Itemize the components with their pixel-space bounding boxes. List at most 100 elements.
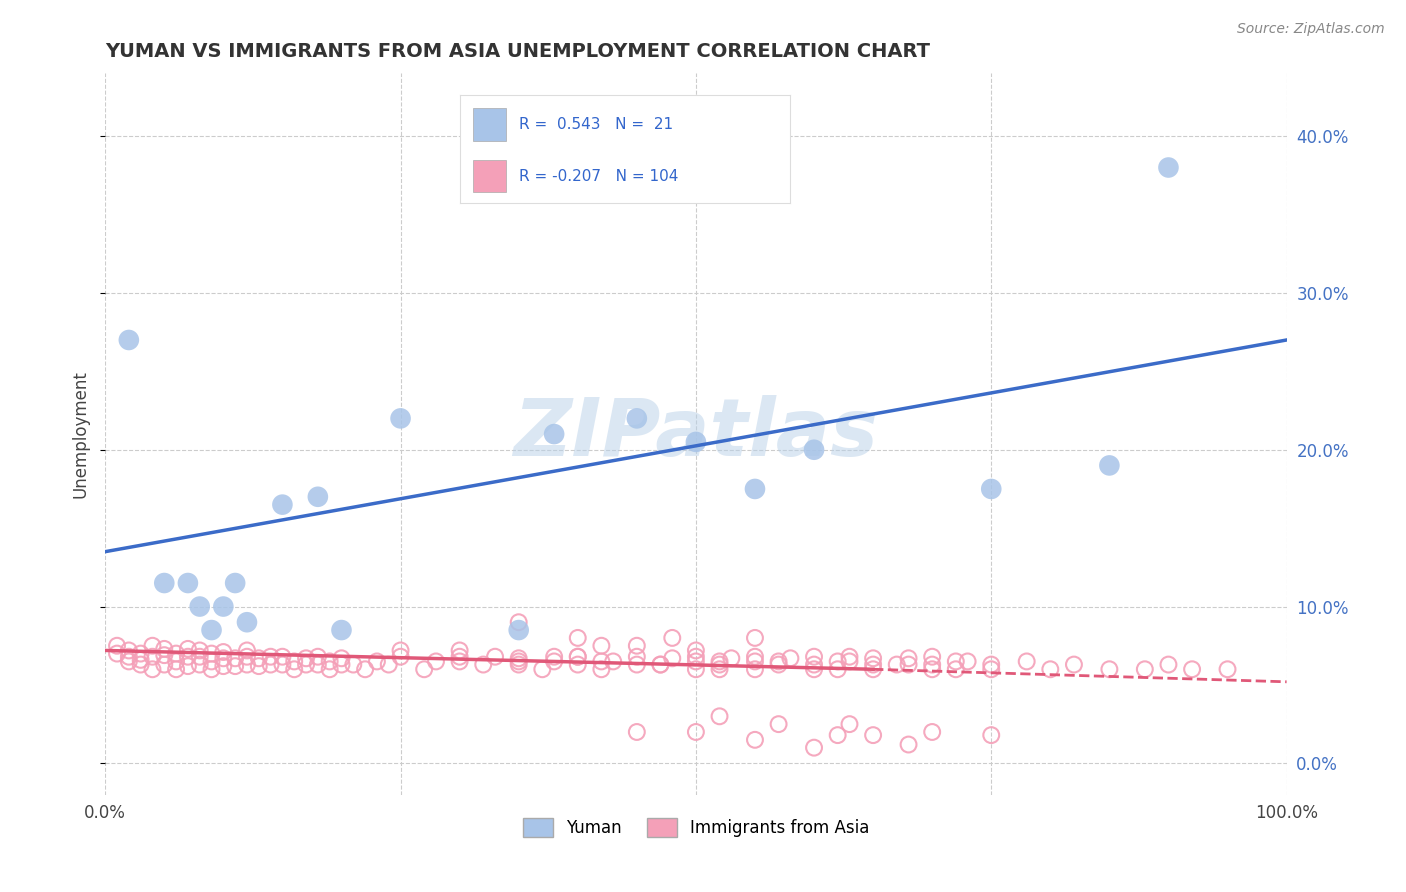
Point <box>650 657 672 672</box>
Point <box>165 647 187 661</box>
Point <box>1063 657 1085 672</box>
Point <box>921 657 943 672</box>
Point <box>283 655 305 669</box>
Point <box>212 645 235 659</box>
Point <box>271 498 294 512</box>
Point <box>283 662 305 676</box>
Point <box>661 631 683 645</box>
Point <box>449 655 471 669</box>
Point <box>377 657 399 672</box>
Point <box>200 655 222 669</box>
Point <box>330 623 353 637</box>
Point <box>744 482 766 496</box>
Point <box>508 655 530 669</box>
Point <box>591 655 613 669</box>
Point <box>188 599 211 614</box>
Point <box>200 623 222 637</box>
Point <box>153 641 176 656</box>
Point <box>685 649 707 664</box>
Point <box>685 662 707 676</box>
Point <box>259 657 281 672</box>
Point <box>330 657 353 672</box>
Point <box>389 649 412 664</box>
Point <box>543 649 565 664</box>
Point <box>980 482 1002 496</box>
Text: ZIPatlas: ZIPatlas <box>513 395 879 473</box>
Point <box>247 651 270 665</box>
Point <box>803 657 825 672</box>
Point <box>827 662 849 676</box>
Point <box>153 576 176 591</box>
Point <box>543 655 565 669</box>
Point <box>342 657 364 672</box>
Point <box>200 662 222 676</box>
Point <box>1098 662 1121 676</box>
Point <box>980 662 1002 676</box>
Point <box>661 651 683 665</box>
Point <box>472 657 495 672</box>
Point <box>307 657 329 672</box>
Point <box>224 576 246 591</box>
Point <box>803 649 825 664</box>
Point <box>141 662 163 676</box>
Point <box>709 655 731 669</box>
Point <box>118 643 141 657</box>
Point <box>177 649 200 664</box>
Point <box>177 641 200 656</box>
Point <box>224 651 246 665</box>
Point <box>118 655 141 669</box>
Point <box>212 651 235 665</box>
Point <box>141 649 163 664</box>
Point <box>838 717 860 731</box>
Point <box>449 649 471 664</box>
Point <box>768 655 790 669</box>
Point <box>897 657 920 672</box>
Point <box>803 740 825 755</box>
Point <box>945 655 967 669</box>
Point <box>862 651 884 665</box>
Point <box>212 659 235 673</box>
Point <box>508 651 530 665</box>
Point <box>591 639 613 653</box>
Point <box>779 651 801 665</box>
Point <box>744 631 766 645</box>
Point <box>862 662 884 676</box>
Point <box>129 653 152 667</box>
Point <box>271 649 294 664</box>
Point <box>862 728 884 742</box>
Point <box>165 655 187 669</box>
Point <box>897 738 920 752</box>
Point <box>141 639 163 653</box>
Point <box>567 649 589 664</box>
Point <box>236 657 259 672</box>
Point <box>1133 662 1156 676</box>
Point <box>803 442 825 457</box>
Point <box>105 639 128 653</box>
Point <box>200 647 222 661</box>
Point <box>897 651 920 665</box>
Point <box>295 657 318 672</box>
Point <box>921 662 943 676</box>
Point <box>118 333 141 347</box>
Legend: Yuman, Immigrants from Asia: Yuman, Immigrants from Asia <box>516 812 876 844</box>
Point <box>366 655 388 669</box>
Point <box>177 576 200 591</box>
Point <box>188 649 211 664</box>
Point <box>307 649 329 664</box>
Point <box>129 657 152 672</box>
Point <box>105 647 128 661</box>
Point <box>709 709 731 723</box>
Point <box>212 599 235 614</box>
Point <box>1157 161 1180 175</box>
Point <box>153 648 176 662</box>
Point <box>567 649 589 664</box>
Point <box>153 657 176 672</box>
Point <box>484 649 506 664</box>
Point <box>165 662 187 676</box>
Point <box>768 717 790 731</box>
Point <box>1039 662 1062 676</box>
Point <box>862 657 884 672</box>
Point <box>567 657 589 672</box>
Point <box>921 725 943 739</box>
Point <box>980 657 1002 672</box>
